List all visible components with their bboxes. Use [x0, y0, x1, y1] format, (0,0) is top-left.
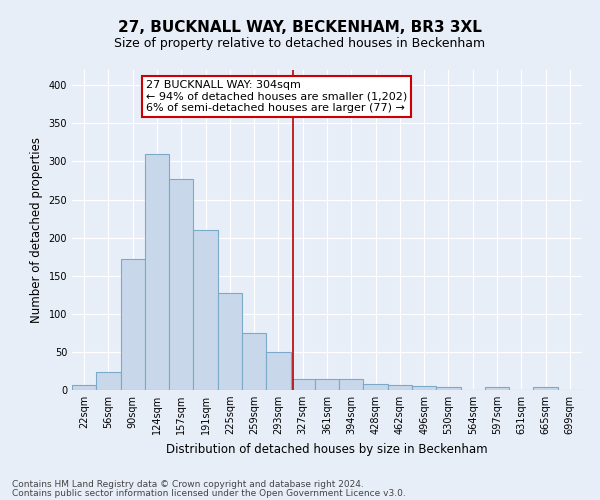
- Bar: [96, 372, 121, 390]
- Y-axis label: Number of detached properties: Number of detached properties: [30, 137, 43, 323]
- Text: Size of property relative to detached houses in Beckenham: Size of property relative to detached ho…: [115, 38, 485, 51]
- Bar: [364, 384, 388, 390]
- Bar: [266, 352, 290, 390]
- Bar: [412, 386, 436, 390]
- Bar: [145, 154, 169, 390]
- Bar: [242, 333, 266, 390]
- Bar: [169, 179, 193, 390]
- Bar: [290, 378, 315, 390]
- Bar: [485, 387, 509, 390]
- X-axis label: Distribution of detached houses by size in Beckenham: Distribution of detached houses by size …: [166, 442, 488, 456]
- Text: Contains public sector information licensed under the Open Government Licence v3: Contains public sector information licen…: [12, 488, 406, 498]
- Bar: [72, 384, 96, 390]
- Text: Contains HM Land Registry data © Crown copyright and database right 2024.: Contains HM Land Registry data © Crown c…: [12, 480, 364, 489]
- Bar: [218, 293, 242, 390]
- Text: 27, BUCKNALL WAY, BECKENHAM, BR3 3XL: 27, BUCKNALL WAY, BECKENHAM, BR3 3XL: [118, 20, 482, 35]
- Bar: [315, 378, 339, 390]
- Bar: [121, 259, 145, 390]
- Text: 27 BUCKNALL WAY: 304sqm
← 94% of detached houses are smaller (1,202)
6% of semi-: 27 BUCKNALL WAY: 304sqm ← 94% of detache…: [146, 80, 407, 113]
- Bar: [436, 387, 461, 390]
- Bar: [388, 384, 412, 390]
- Bar: [193, 230, 218, 390]
- Bar: [339, 380, 364, 390]
- Bar: [533, 387, 558, 390]
